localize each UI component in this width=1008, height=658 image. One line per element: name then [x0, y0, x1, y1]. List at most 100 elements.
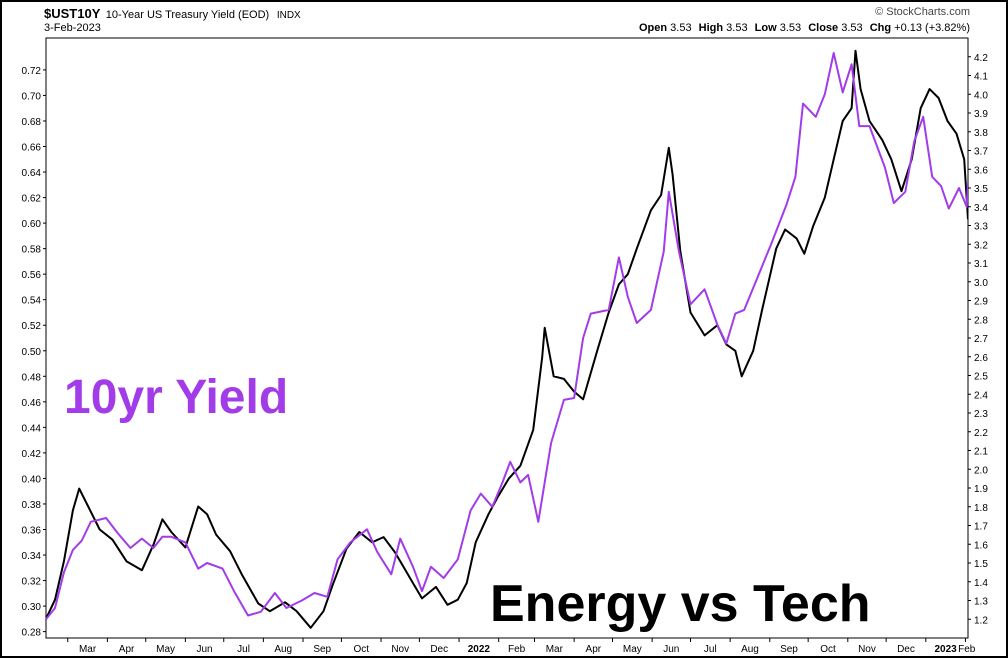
ohlc-readout: Open 3.53 High 3.53 Low 3.53 Close 3.53 … [635, 22, 970, 34]
right-axis-tick-label: 3.5 [974, 184, 988, 195]
x-axis-tick-label: Jun [663, 644, 679, 655]
left-axis-tick-label: 0.62 [22, 194, 42, 205]
energy-tech-annotation: Energy vs Tech [490, 575, 871, 633]
right-axis-tick-label: 3.1 [974, 259, 988, 270]
low-value: 3.53 [779, 22, 802, 34]
low-label: Low [754, 22, 777, 34]
x-axis-tick-label: Mar [546, 644, 564, 655]
right-axis-tick-label: 2.6 [974, 353, 988, 364]
right-axis-tick-label: 2.9 [974, 297, 988, 308]
left-axis-tick-label: 0.32 [22, 577, 42, 588]
left-axis-tick-label: 0.60 [22, 219, 42, 230]
left-axis-tick-label: 0.46 [22, 398, 42, 409]
x-axis-tick-label: Sep [780, 644, 798, 655]
x-axis-tick-label: Nov [391, 644, 409, 655]
right-axis-tick-label: 1.2 [974, 615, 988, 626]
left-axis-tick-label: 0.68 [22, 117, 42, 128]
right-axis-tick-label: 3.6 [974, 165, 988, 176]
x-axis-tick-label: Apr [119, 644, 135, 655]
symbol-line: $UST10Y 10-Year US Treasury Yield (EOD) … [44, 6, 301, 21]
right-axis-tick-label: 3.4 [974, 203, 988, 214]
left-axis-tick-label: 0.44 [22, 423, 42, 434]
plot-area [45, 37, 969, 639]
open-label: Open [638, 22, 668, 34]
right-axis-tick-label: 2.0 [974, 465, 988, 476]
right-axis-tick-label: 1.9 [974, 484, 988, 495]
left-axis-tick-label: 0.72 [22, 66, 42, 77]
chart-header: $UST10Y 10-Year US Treasury Yield (EOD) … [2, 2, 1006, 38]
left-axis-tick-label: 0.48 [22, 372, 42, 383]
right-axis-tick-label: 3.3 [974, 222, 988, 233]
close-label: Close [808, 22, 839, 34]
right-axis-tick-label: 1.4 [974, 578, 988, 589]
right-axis-tick-label: 2.5 [974, 372, 988, 383]
chart-date: 3-Feb-2023 [44, 22, 101, 34]
x-axis-tick-label: Apr [586, 644, 602, 655]
x-axis-tick-label: Mar [79, 644, 97, 655]
right-axis-tick-label: 3.9 [974, 109, 988, 120]
right-axis-tick-label: 3.2 [974, 240, 988, 251]
right-axis-tick-label: 1.6 [974, 540, 988, 551]
right-axis-tick-label: 1.7 [974, 522, 988, 533]
instrument-name: 10-Year US Treasury Yield (EOD) [105, 9, 270, 21]
energy-vs-tech-line [46, 49, 968, 629]
x-axis-tick-label: Aug [274, 644, 292, 655]
left-axis-tick-label: 0.36 [22, 525, 42, 536]
x-axis-tick-label: Jul [704, 644, 717, 655]
ten-year-yield-line [46, 52, 968, 620]
x-axis-tick-label: Dec [897, 644, 915, 655]
left-axis-tick-label: 0.30 [22, 602, 42, 613]
exchange-label: INDX [276, 10, 301, 21]
close-value: 3.53 [841, 22, 863, 34]
right-axis-tick-label: 2.1 [974, 447, 988, 458]
yield-annotation: 10yr Yield [64, 371, 289, 424]
x-axis-tick-label: Jul [237, 644, 250, 655]
chg-value: +0.13 (+3.82%) [894, 22, 970, 34]
x-axis-tick-label: 2023 [934, 644, 957, 655]
x-axis-tick-label: Dec [430, 644, 448, 655]
left-axis-tick-label: 0.52 [22, 321, 42, 332]
left-axis-tick-label: 0.66 [22, 143, 42, 154]
right-axis-tick-label: 3.7 [974, 147, 988, 158]
right-axis-tick-label: 4.0 [974, 90, 988, 101]
right-axis-tick-label: 2.2 [974, 428, 988, 439]
right-axis-tick-label: 2.7 [974, 334, 988, 345]
stockcharts-credit[interactable]: © StockCharts.com [875, 6, 970, 18]
left-axis-tick-label: 0.40 [22, 474, 42, 485]
left-axis-tick-label: 0.34 [22, 551, 42, 562]
right-axis-tick-label: 3.0 [974, 278, 988, 289]
high-label: High [698, 22, 724, 34]
x-axis-tick-label: Nov [858, 644, 876, 655]
x-axis-tick-label: Jun [197, 644, 213, 655]
right-axis-tick-label: 2.3 [974, 409, 988, 420]
right-axis-tick-label: 2.4 [974, 390, 988, 401]
left-axis-tick-label: 0.56 [22, 270, 42, 281]
right-axis-tick-label: 1.3 [974, 597, 988, 608]
right-axis-tick-label: 1.8 [974, 503, 988, 514]
right-axis-tick-label: 3.8 [974, 128, 988, 139]
left-axis-tick-label: 0.58 [22, 245, 42, 256]
open-value: 3.53 [670, 22, 692, 34]
left-axis-tick-label: 0.70 [22, 91, 42, 102]
chg-label: Chg [869, 22, 892, 34]
x-axis-tick-label: May [156, 644, 175, 655]
left-axis-tick-label: 0.38 [22, 500, 42, 511]
left-axis-tick-label: 0.50 [22, 347, 42, 358]
right-axis-tick-label: 1.5 [974, 559, 988, 570]
left-axis-tick-label: 0.42 [22, 449, 42, 460]
left-axis-tick-label: 0.28 [22, 628, 42, 639]
ticker-symbol[interactable]: $UST10Y [44, 6, 101, 21]
x-axis-tick-label: Oct [820, 644, 836, 655]
high-value: 3.53 [726, 22, 748, 34]
left-axis-tick-label: 0.64 [22, 168, 42, 179]
x-axis-tick-label: 2022 [468, 644, 491, 655]
x-axis-tick-label: Sep [313, 644, 331, 655]
x-axis-tick-label: Oct [353, 644, 369, 655]
x-axis-tick-label: May [623, 644, 642, 655]
left-axis-tick-label: 0.54 [22, 296, 42, 307]
right-axis-tick-label: 4.1 [974, 72, 988, 83]
x-axis-tick-label: Aug [741, 644, 759, 655]
right-axis-tick-label: 2.8 [974, 315, 988, 326]
